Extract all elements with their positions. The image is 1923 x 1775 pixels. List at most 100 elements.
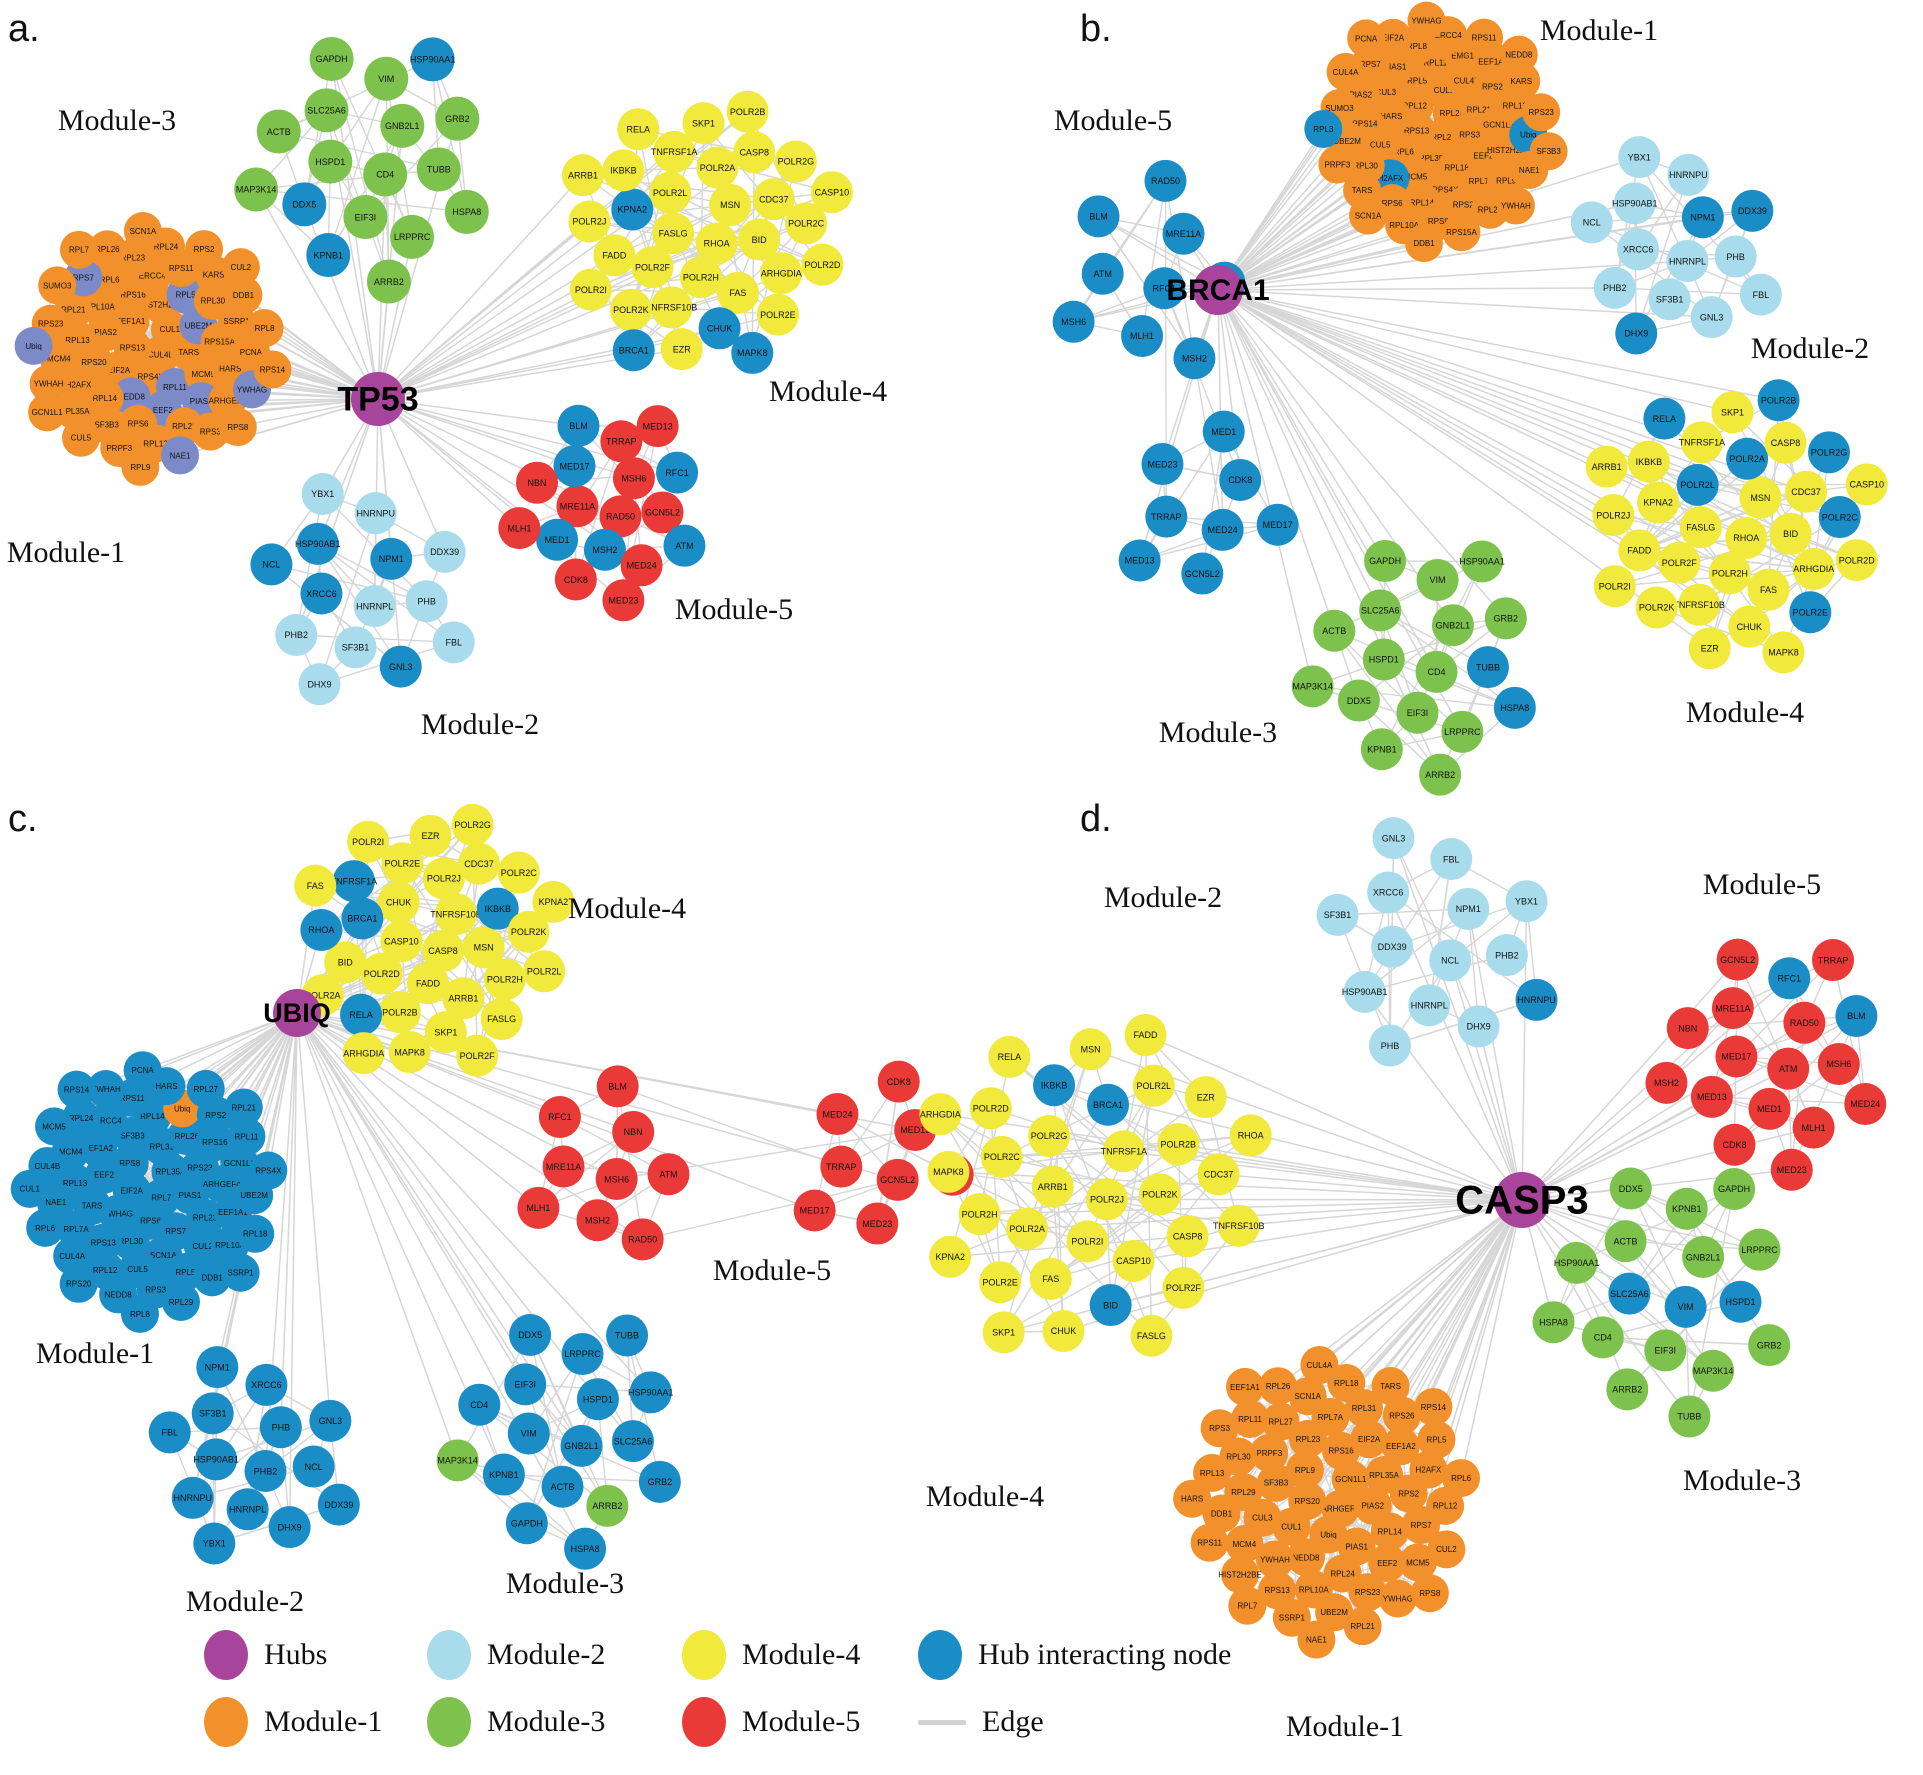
node-HSP90AA1[interactable]: HSP90AA1 xyxy=(1459,540,1505,583)
node-POLR2C[interactable]: POLR2C xyxy=(497,851,540,894)
node-CHUK[interactable]: CHUK xyxy=(377,881,420,924)
node-XRCC6[interactable]: XRCC6 xyxy=(1367,871,1410,914)
node-PHB2[interactable]: PHB2 xyxy=(244,1450,287,1493)
node-RPS3[interactable]: RPS3 xyxy=(1200,1409,1239,1448)
node-DDX39[interactable]: DDX39 xyxy=(1371,925,1414,968)
node-SKP1[interactable]: SKP1 xyxy=(982,1311,1025,1354)
node-MLH1[interactable]: MLH1 xyxy=(1792,1106,1835,1149)
node-POLR2H[interactable]: POLR2H xyxy=(958,1193,1001,1236)
node-RELA[interactable]: RELA xyxy=(617,108,660,151)
node-RPL8[interactable]: RPL8 xyxy=(245,309,284,348)
node-ARHGDIA[interactable]: ARHGDIA xyxy=(919,1093,962,1136)
node-BLM[interactable]: BLM xyxy=(1077,195,1120,238)
node-IKBKB[interactable]: IKBKB xyxy=(1627,440,1670,483)
node-SCN1A[interactable]: SCN1A xyxy=(1288,1377,1327,1416)
node-XRCC6[interactable]: XRCC6 xyxy=(245,1363,288,1406)
node-POLR2A[interactable]: POLR2A xyxy=(1006,1207,1049,1250)
node-HSPD1[interactable]: HSPD1 xyxy=(1719,1280,1762,1323)
node-CASP10[interactable]: CASP10 xyxy=(380,920,423,963)
node-TNFRSF10B[interactable]: TNFRSF10B xyxy=(646,286,698,329)
node-SCN1A[interactable]: SCN1A xyxy=(123,212,162,251)
node-RHOA[interactable]: RHOA xyxy=(1725,516,1768,559)
node-ARRB2[interactable]: ARRB2 xyxy=(586,1484,629,1527)
node-POLR2E[interactable]: POLR2E xyxy=(1789,591,1832,634)
node-MSH6[interactable]: MSH6 xyxy=(595,1158,638,1201)
node-MRE11A[interactable]: MRE11A xyxy=(556,485,599,528)
node-EEF2[interactable]: EEF2 xyxy=(1368,1544,1407,1583)
node-MCM5[interactable]: MCM5 xyxy=(35,1107,74,1146)
node-RPL7[interactable]: RPL7 xyxy=(59,230,98,269)
node-BLM[interactable]: BLM xyxy=(557,404,600,447)
node-CDK8[interactable]: CDK8 xyxy=(554,558,597,601)
node-MAP3K14[interactable]: MAP3K14 xyxy=(1692,1349,1735,1392)
node-RPL11[interactable]: RPL11 xyxy=(1231,1399,1270,1438)
node-GNL3[interactable]: GNL3 xyxy=(379,645,422,688)
node-SSRP1[interactable]: SSRP1 xyxy=(221,1253,260,1292)
node-RPL27[interactable]: RPL27 xyxy=(186,1069,225,1108)
node-ARRB1[interactable]: ARRB1 xyxy=(1585,445,1628,488)
node-RAD50[interactable]: RAD50 xyxy=(1144,159,1187,202)
node-POLR2A[interactable]: POLR2A xyxy=(696,146,739,189)
node-CUL1[interactable]: CUL1 xyxy=(10,1169,49,1208)
node-RFC1[interactable]: RFC1 xyxy=(1143,267,1186,310)
node-MED17[interactable]: MED17 xyxy=(793,1189,836,1232)
node-MED24[interactable]: MED24 xyxy=(620,544,663,587)
node-POLR2B[interactable]: POLR2B xyxy=(378,991,421,1034)
node-GCN5L2[interactable]: GCN5L2 xyxy=(1716,938,1759,981)
node-POLR2L[interactable]: POLR2L xyxy=(1676,463,1719,506)
node-RPL9[interactable]: RPL9 xyxy=(1285,1450,1324,1489)
node-GNL3[interactable]: GNL3 xyxy=(309,1399,352,1442)
node-CDC37[interactable]: CDC37 xyxy=(752,178,795,221)
node-MED23[interactable]: MED23 xyxy=(856,1202,899,1245)
node-HSP90AB1[interactable]: HSP90AB1 xyxy=(295,522,341,565)
node-CASP8[interactable]: CASP8 xyxy=(733,131,776,174)
node-RPS14[interactable]: RPS14 xyxy=(1414,1388,1453,1427)
node-POLR2J[interactable]: POLR2J xyxy=(1085,1178,1128,1221)
node-EIF2A[interactable]: EIF2A xyxy=(1350,1420,1389,1459)
node-RPL26[interactable]: RPL26 xyxy=(1259,1367,1298,1406)
node-POLR2G[interactable]: POLR2G xyxy=(774,140,817,183)
node-GAPDH[interactable]: GAPDH xyxy=(309,36,354,81)
node-ATM[interactable]: ATM xyxy=(647,1153,690,1196)
node-ACTB[interactable]: ACTB xyxy=(1604,1220,1647,1263)
node-RAD50[interactable]: RAD50 xyxy=(1783,1001,1826,1044)
node-RPS14[interactable]: RPS14 xyxy=(253,350,292,389)
node-PCNA[interactable]: PCNA xyxy=(123,1051,162,1090)
node-RPS14[interactable]: RPS14 xyxy=(57,1070,96,1109)
node-RPL27[interactable]: RPL27 xyxy=(1261,1402,1300,1441)
node-POLR2B[interactable]: POLR2B xyxy=(1157,1123,1200,1166)
node-TRRAP[interactable]: TRRAP xyxy=(820,1145,863,1188)
node-IKBKB[interactable]: IKBKB xyxy=(476,887,519,930)
node-BRCA1[interactable]: BRCA1 xyxy=(1087,1083,1130,1126)
node-POLR2D[interactable]: POLR2D xyxy=(801,243,844,286)
node-BID[interactable]: BID xyxy=(738,218,781,261)
node-NCL[interactable]: NCL xyxy=(1570,201,1613,244)
node-MSH2[interactable]: MSH2 xyxy=(576,1199,619,1242)
node-DDX39[interactable]: DDX39 xyxy=(423,530,466,573)
node-CUL2[interactable]: CUL2 xyxy=(1427,1530,1466,1569)
node-RELA[interactable]: RELA xyxy=(340,993,383,1036)
node-FADD[interactable]: FADD xyxy=(407,962,450,1005)
node-POLR2F[interactable]: POLR2F xyxy=(456,1034,499,1077)
node-POLR2G[interactable]: POLR2G xyxy=(451,803,494,846)
node-NEDD8[interactable]: NEDD8 xyxy=(1499,35,1538,74)
node-MSN[interactable]: MSN xyxy=(1069,1028,1112,1071)
node-RFC1[interactable]: RFC1 xyxy=(538,1095,581,1138)
node-NAE1[interactable]: NAE1 xyxy=(161,436,200,475)
node-NCL[interactable]: NCL xyxy=(292,1445,335,1488)
node-BID[interactable]: BID xyxy=(1769,512,1812,555)
node-ACTB[interactable]: ACTB xyxy=(1313,609,1356,652)
node-RPS11[interactable]: RPS11 xyxy=(1190,1523,1229,1562)
node-GNL3[interactable]: GNL3 xyxy=(1690,296,1733,339)
node-TNFRSF10B[interactable]: TNFRSF10B xyxy=(430,893,482,936)
node-ATM[interactable]: ATM xyxy=(663,524,706,567)
node-CUL4A[interactable]: CUL4A xyxy=(1300,1346,1339,1385)
node-RELA[interactable]: RELA xyxy=(1643,397,1686,440)
node-KPNA2[interactable]: KPNA2 xyxy=(929,1235,972,1278)
node-HSP90AA1[interactable]: HSP90AA1 xyxy=(410,37,456,82)
node-CUL4A[interactable]: CUL4A xyxy=(1326,52,1365,91)
node-EIF3I[interactable]: EIF3I xyxy=(504,1363,547,1406)
node-KPNA2[interactable]: KPNA2 xyxy=(611,188,654,231)
node-NPM1[interactable]: NPM1 xyxy=(196,1346,239,1389)
node-MCM4[interactable]: MCM4 xyxy=(1225,1524,1264,1563)
